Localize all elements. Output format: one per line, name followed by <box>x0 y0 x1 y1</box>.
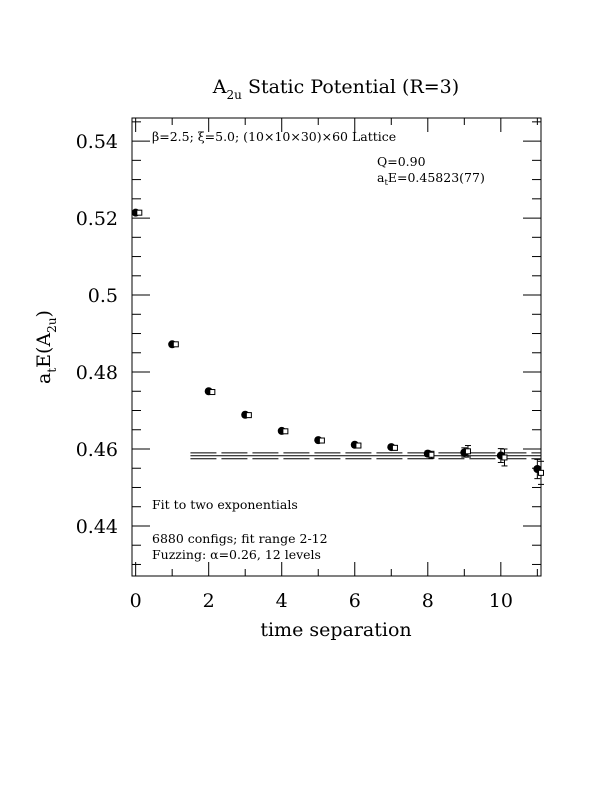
x-tick-labels: 0 2 4 6 8 10 <box>130 590 513 612</box>
x-tick-label: 8 <box>422 590 434 612</box>
fit-annotation: Fit to two exponentials <box>152 497 298 512</box>
plot-frame <box>131 117 542 577</box>
data-point-square <box>538 469 544 476</box>
fit-band <box>190 452 541 460</box>
y-axis-label-a: a <box>33 373 55 384</box>
chart-title-rest: Static Potential (R=3) <box>242 76 459 98</box>
data-points <box>131 208 544 485</box>
energy-annotation-a: a <box>377 170 385 185</box>
data-point-square <box>355 442 362 449</box>
q-annotation: Q=0.90 <box>377 154 426 169</box>
x-tick-label: 10 <box>489 590 513 612</box>
energy-annotation-rest: E=0.45823(77) <box>388 170 485 185</box>
energy-annotation-sub: t <box>384 178 388 188</box>
axis-ticks <box>132 118 541 576</box>
data-point-square <box>245 412 252 419</box>
data-point-square <box>136 209 143 216</box>
x-tick-label: 0 <box>130 590 142 612</box>
data-point-square <box>172 341 179 348</box>
lattice-annotation: β=2.5; ξ=5.0; (10×10×30)×60 Lattice <box>152 129 396 144</box>
data-point-square <box>428 451 435 458</box>
y-tick-label: 0.54 <box>76 131 118 153</box>
y-axis-label: atE(A2u) <box>33 310 59 384</box>
y-tick-label: 0.52 <box>76 208 118 230</box>
y-axis-label-end: ) <box>33 310 55 317</box>
y-axis-label-mid: E(A <box>33 333 55 368</box>
y-axis-label-sub1: t <box>45 368 59 373</box>
data-point-square <box>209 389 216 396</box>
data-point-square <box>391 444 398 451</box>
chart-title-main: A <box>212 76 227 98</box>
y-tick-labels: 0.44 0.46 0.48 0.5 0.52 0.54 <box>76 131 118 538</box>
data-point-square <box>318 437 325 444</box>
energy-annotation: atE=0.45823(77) <box>377 170 485 188</box>
y-axis-label-sub2: 2u <box>45 317 59 333</box>
data-point-square <box>464 448 471 455</box>
x-axis-label: time separation <box>260 619 411 641</box>
y-tick-label: 0.46 <box>76 439 118 461</box>
data-point-square <box>282 428 289 435</box>
y-tick-label: 0.5 <box>88 285 118 307</box>
y-tick-label: 0.44 <box>76 516 118 538</box>
configs-annotation: 6880 configs; fit range 2-12 <box>152 531 328 546</box>
y-tick-label: 0.48 <box>76 362 118 384</box>
chart-title-sub: 2u <box>227 88 243 102</box>
data-point-square <box>501 454 508 461</box>
fuzzing-annotation: Fuzzing: α=0.26, 12 levels <box>152 547 321 562</box>
x-tick-label: 4 <box>276 590 288 612</box>
chart-title: A2u Static Potential (R=3) <box>212 76 459 102</box>
x-tick-label: 6 <box>349 590 361 612</box>
x-tick-label: 2 <box>203 590 215 612</box>
